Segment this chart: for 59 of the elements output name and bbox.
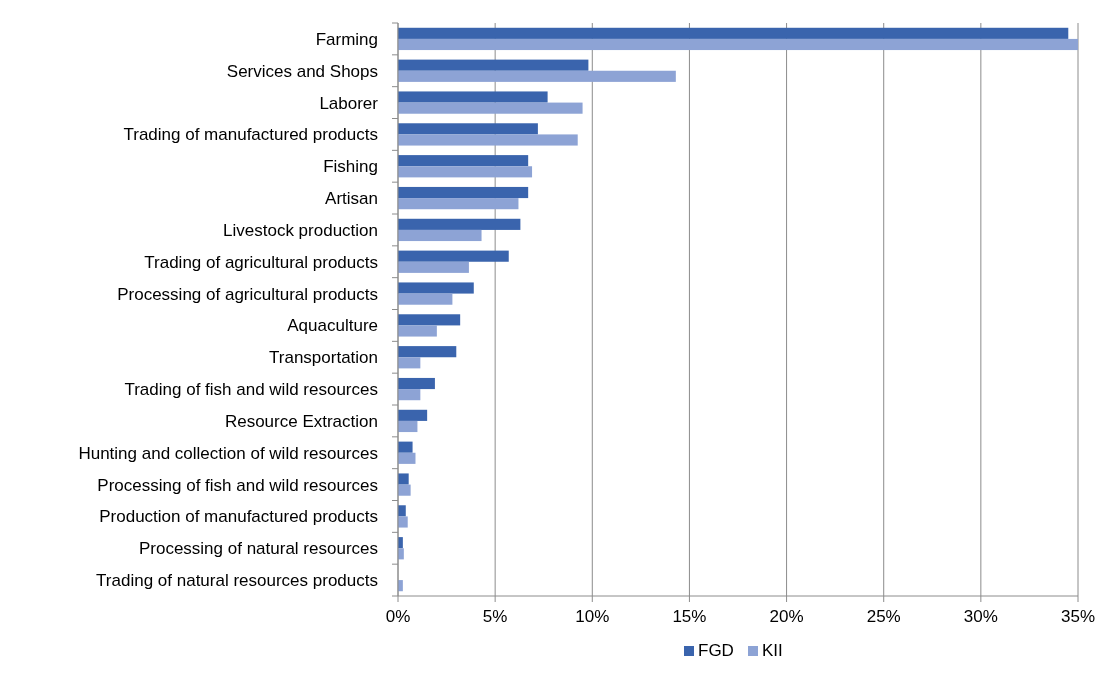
y-tick-label: Processing of agricultural products xyxy=(117,284,378,304)
bar xyxy=(398,473,409,485)
bar xyxy=(398,346,457,358)
bar xyxy=(398,91,548,103)
y-tick-label: Laborer xyxy=(319,93,379,113)
bar xyxy=(398,38,1078,51)
bar xyxy=(398,441,413,453)
bar xyxy=(398,198,519,210)
x-tick-label: 30% xyxy=(963,607,998,626)
bar xyxy=(398,409,428,421)
x-tick-label: 20% xyxy=(769,607,804,626)
y-tick-label: Services and Shops xyxy=(226,61,378,81)
bar xyxy=(398,123,538,135)
bar xyxy=(398,516,408,528)
bar xyxy=(398,229,482,242)
bar xyxy=(398,186,529,199)
x-tick-label: 0% xyxy=(385,607,411,626)
y-tick-label: Artisan xyxy=(325,189,378,209)
bar xyxy=(398,27,1069,39)
y-tick-label: Farming xyxy=(315,29,378,49)
bar xyxy=(398,420,418,433)
bar xyxy=(398,484,411,496)
y-tick-label: Trading of fish and wild resources xyxy=(124,380,378,400)
legend-label: FGD xyxy=(698,641,734,660)
bar xyxy=(398,70,676,82)
bar xyxy=(398,325,437,337)
y-tick-label: Livestock production xyxy=(223,220,378,240)
y-tick-label: Trading of natural resources products xyxy=(96,571,378,591)
x-tick-label: 10% xyxy=(575,607,610,626)
bar xyxy=(398,314,461,326)
y-tick-label: Production of manufactured products xyxy=(99,507,378,527)
x-tick-label: 15% xyxy=(672,607,707,626)
bar xyxy=(398,250,509,262)
bar xyxy=(398,218,521,230)
y-tick-label: Processing of fish and wild resources xyxy=(97,475,378,495)
legend-label: KII xyxy=(762,641,783,660)
bar xyxy=(398,282,474,294)
bar xyxy=(398,155,529,167)
bar xyxy=(398,261,469,273)
x-tick-label: 35% xyxy=(1060,607,1096,626)
y-tick-label: Trading of manufactured products xyxy=(123,125,378,145)
x-tick-label: 5% xyxy=(482,607,508,626)
y-tick-label: Hunting and collection of wild resources xyxy=(78,443,378,463)
bar xyxy=(398,357,421,369)
bar xyxy=(398,166,533,178)
y-tick-label: Transportation xyxy=(269,348,378,368)
bar xyxy=(398,293,453,305)
y-tick-label: Processing of natural resources xyxy=(138,539,378,559)
bar xyxy=(398,377,435,390)
x-tick-label: 25% xyxy=(866,607,901,626)
bar xyxy=(398,134,578,146)
bar xyxy=(398,389,421,401)
y-tick-label: Trading of agricultural products xyxy=(144,252,378,272)
bar xyxy=(398,102,583,114)
y-tick-label: Resource Extraction xyxy=(224,411,378,431)
bar xyxy=(398,59,589,71)
bar xyxy=(398,452,416,464)
y-tick-label: Fishing xyxy=(323,157,378,177)
y-tick-label: Aquaculture xyxy=(287,316,378,336)
